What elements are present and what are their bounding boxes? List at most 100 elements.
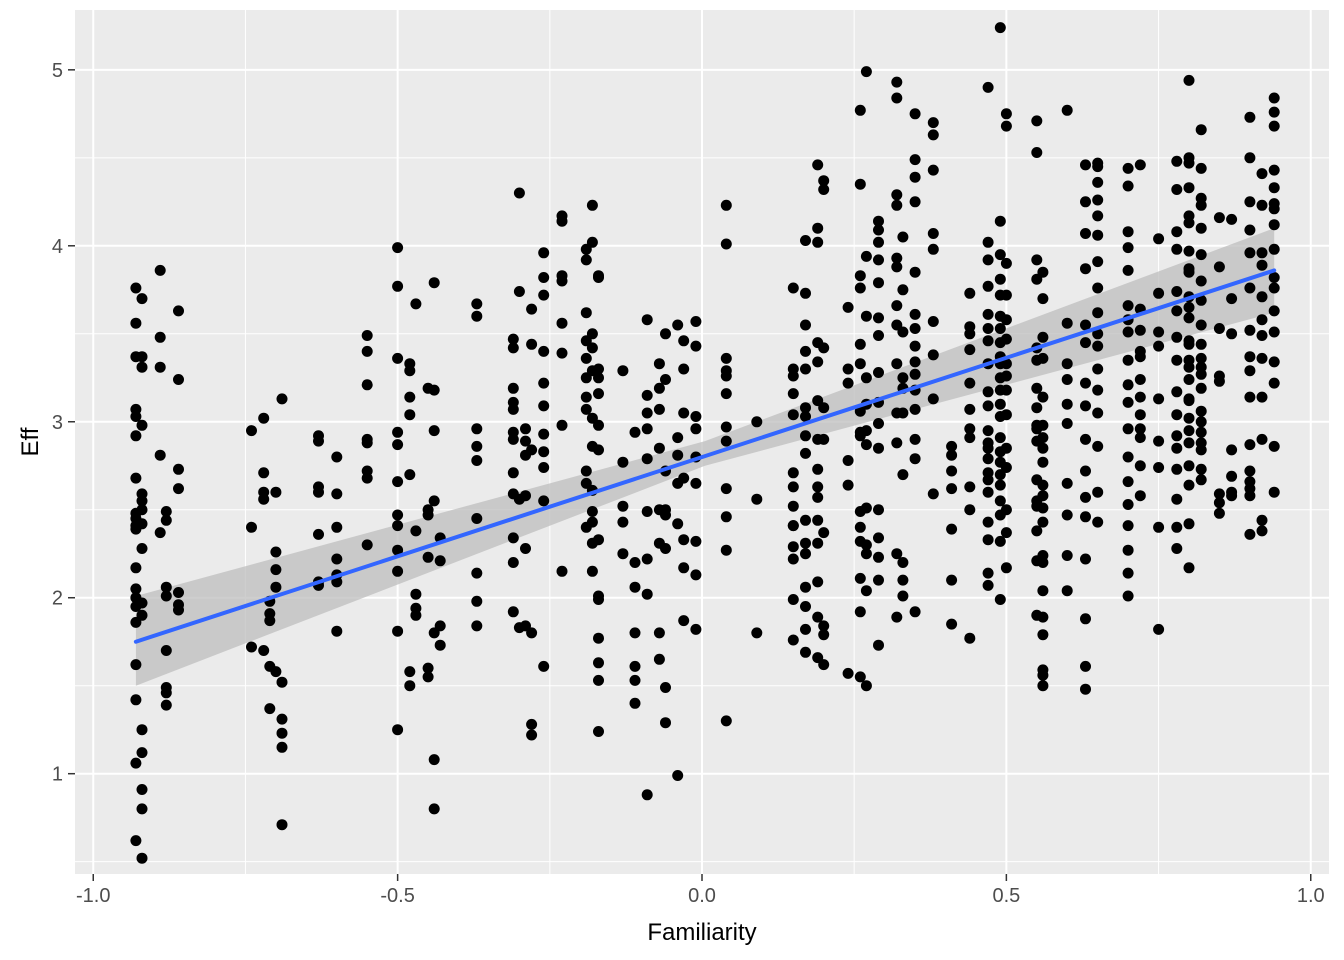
- data-point: [897, 326, 909, 338]
- data-point: [994, 594, 1006, 605]
- data-point: [1080, 228, 1091, 239]
- data-point: [982, 486, 994, 498]
- data-point: [982, 323, 994, 334]
- data-point: [428, 803, 440, 815]
- data-point: [1031, 147, 1043, 158]
- data-point: [1256, 199, 1268, 211]
- data-point: [538, 345, 550, 357]
- data-point: [854, 338, 866, 350]
- data-point: [1153, 326, 1165, 338]
- data-point: [812, 537, 824, 549]
- data-point: [672, 518, 684, 530]
- data-point: [1153, 393, 1165, 405]
- data-point: [1171, 243, 1183, 255]
- data-point: [507, 467, 519, 479]
- data-point: [927, 316, 939, 327]
- data-point: [818, 527, 830, 539]
- data-point: [392, 352, 404, 364]
- data-point: [660, 543, 671, 554]
- regression-line: [133, 268, 1277, 644]
- data-point: [1256, 525, 1268, 537]
- data-point: [1268, 243, 1280, 255]
- data-point: [672, 432, 684, 444]
- y-tick-label: 4: [52, 236, 63, 258]
- y-tick-label: 1: [52, 764, 63, 786]
- data-point: [1244, 324, 1256, 336]
- data-point: [873, 574, 884, 586]
- data-point: [1037, 502, 1049, 514]
- data-point: [1153, 287, 1165, 299]
- data-point: [538, 495, 550, 507]
- data-point: [580, 352, 592, 364]
- data-point: [800, 514, 811, 526]
- data-point: [690, 623, 702, 635]
- data-point: [897, 372, 909, 384]
- data-point: [1092, 328, 1104, 340]
- y-tick-label: 2: [52, 588, 63, 610]
- data-point: [678, 407, 690, 419]
- data-point: [1195, 437, 1207, 449]
- x-tick-label: 0.0: [688, 885, 716, 907]
- data-point: [1226, 444, 1238, 456]
- data-point: [1061, 398, 1073, 410]
- data-point: [909, 433, 921, 445]
- data-point: [1134, 374, 1146, 385]
- data-point: [593, 272, 604, 283]
- data-point: [994, 323, 1006, 334]
- data-point: [1213, 212, 1225, 224]
- data-point: [994, 22, 1006, 34]
- data-point: [909, 308, 921, 320]
- data-point: [860, 439, 872, 451]
- data-point: [276, 393, 288, 405]
- data-point: [1061, 550, 1073, 561]
- data-point: [982, 474, 994, 486]
- data-point: [860, 539, 872, 551]
- data-point: [1171, 354, 1183, 366]
- data-point: [660, 717, 671, 729]
- data-point: [160, 645, 172, 656]
- data-point: [422, 662, 434, 674]
- data-point: [1153, 623, 1165, 635]
- data-point: [556, 419, 568, 431]
- data-point: [1268, 305, 1280, 317]
- data-point: [1122, 180, 1134, 192]
- data-point: [873, 254, 884, 266]
- data-point: [1268, 92, 1280, 104]
- data-point: [130, 472, 142, 484]
- data-point: [818, 659, 830, 671]
- data-point: [331, 451, 343, 463]
- data-point: [1183, 182, 1195, 194]
- data-point: [1244, 391, 1256, 403]
- data-point: [1183, 338, 1195, 350]
- data-point: [1256, 314, 1268, 326]
- data-point: [1122, 423, 1134, 435]
- data-point: [860, 502, 872, 514]
- data-point: [751, 627, 763, 639]
- data-point: [1171, 155, 1183, 167]
- data-point: [909, 453, 921, 465]
- data-point: [653, 403, 665, 415]
- data-point: [1122, 162, 1134, 174]
- data-point: [860, 548, 872, 560]
- data-point: [526, 627, 538, 639]
- data-point: [800, 235, 811, 246]
- data-point: [641, 506, 653, 517]
- data-point: [471, 455, 483, 466]
- data-point: [1031, 115, 1043, 127]
- data-point: [909, 266, 921, 278]
- data-point: [136, 361, 148, 373]
- data-point: [1037, 680, 1049, 692]
- data-point: [392, 439, 404, 451]
- data-point: [720, 435, 732, 447]
- data-point: [136, 803, 148, 815]
- data-point: [927, 393, 939, 405]
- data-point: [1268, 356, 1280, 368]
- data-point: [690, 340, 702, 352]
- data-point: [422, 551, 434, 563]
- data-point: [1195, 249, 1207, 261]
- data-point: [1256, 247, 1268, 259]
- data-point: [1244, 152, 1256, 164]
- data-point: [1134, 159, 1146, 171]
- data-point: [897, 284, 909, 296]
- data-point: [672, 770, 684, 781]
